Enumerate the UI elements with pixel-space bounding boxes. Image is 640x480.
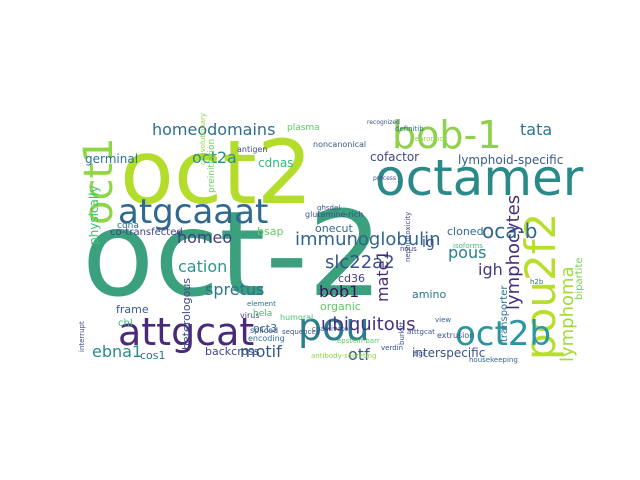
cloud-word: antibody-secreting [311, 352, 377, 360]
cloud-word: mate1 [373, 250, 392, 302]
cloud-word: ubiquitous [321, 314, 416, 335]
cloud-word: bob1 [319, 282, 359, 301]
cloud-word: convolutionary [199, 113, 207, 165]
cloud-word: oct3 [253, 322, 277, 335]
cloud-word: co-transfected [110, 227, 183, 238]
cloud-word: interspecific [412, 346, 485, 360]
cloud-word: reproduce [412, 135, 448, 143]
cloud-word: encoding [248, 334, 285, 343]
cloud-word: recognized [367, 119, 400, 126]
cloud-word: backcross [205, 345, 260, 358]
cloud-word: pou [298, 305, 369, 349]
cloud-word: otf [348, 345, 370, 364]
cloud-word: nous [400, 245, 417, 253]
cloud-word: cdna [117, 221, 139, 231]
cloud-word: lymphoma [557, 266, 578, 362]
cloud-word: preinitiation [207, 139, 217, 193]
cloud-word: frame [116, 303, 149, 316]
cloud-word: cd36 [338, 272, 365, 285]
cloud-word: immunoglobulin [295, 229, 441, 250]
cloud-word: attgcat [118, 310, 254, 354]
cloud-word: lymphocytes [503, 195, 524, 310]
cloud-word: physically [87, 185, 101, 245]
cloud-word: spliced [250, 326, 278, 335]
cloud-word: oct2b [455, 314, 551, 354]
cloud-word: lymphoid-specific [458, 153, 563, 167]
cloud-word: oct2a [192, 148, 237, 167]
cloud-word: glutamine-rich [305, 210, 363, 219]
cloud-word: nephrotoxicity [404, 212, 412, 262]
cloud-word: figi [414, 350, 425, 358]
cloud-word: virus [240, 311, 259, 320]
cloud-word: plasma [287, 123, 320, 133]
cloud-word: pou2f2 [516, 213, 565, 360]
cloud-word: hela [253, 309, 272, 319]
cloud-word: burkitt [398, 321, 406, 345]
cloud-word: oct-2 [82, 185, 383, 323]
cloud-word: isoforms [453, 242, 483, 250]
cloud-word: homeodomains [152, 120, 275, 139]
cloud-word: heterologous [180, 278, 193, 350]
cloud-word: element [247, 300, 276, 308]
cloud-word: h2b [530, 278, 544, 286]
cloud-word: oca-b [482, 219, 537, 243]
cloud-word: bipartite [574, 258, 585, 301]
cloud-word: epstein-barr [337, 337, 380, 345]
cloud-word: organic [320, 300, 361, 313]
cloud-word: sequences [282, 328, 320, 336]
cloud-word: homeo [177, 228, 232, 247]
cloud-word: oct1 [76, 137, 122, 225]
cloud-word: verdin [381, 344, 403, 352]
cloud-word: housekeeping [469, 356, 518, 364]
cloud-word: ig [422, 235, 435, 251]
cloud-word: oct2 [120, 121, 313, 224]
cloud-word: cloned [447, 225, 484, 238]
cloud-word: cation [178, 257, 227, 276]
cloud-word: ghsdel [317, 204, 340, 212]
cloud-word: octamer [375, 149, 584, 207]
cloud-word: view [435, 316, 451, 324]
cloud-word: coactivator [312, 325, 351, 333]
cloud-word: process [373, 175, 396, 182]
cloud-word: cos1 [140, 349, 166, 362]
cloud-word: antigen [237, 145, 267, 154]
cloud-word: atttgcat [407, 328, 435, 336]
cloud-word: noncanonical [313, 140, 366, 149]
cloud-word: interrupt [78, 321, 86, 352]
cloud-word: amino [412, 288, 446, 301]
cloud-word: bob-1 [392, 113, 501, 157]
cloud-word: cofactor [370, 150, 419, 164]
cloud-word: chl [118, 318, 133, 329]
cloud-word: slc22a2 [325, 252, 395, 273]
cloud-word: atgcaaat [118, 192, 268, 232]
cloud-word: extrusion [437, 331, 474, 340]
cloud-word: spretus [205, 280, 264, 299]
cloud-word: transporter [499, 285, 510, 342]
cloud-word: definitib [395, 125, 424, 133]
cloud-word: bsap [257, 225, 283, 238]
cloud-word: humoral [280, 313, 313, 322]
cloud-word: ebna1 [92, 342, 142, 361]
cloud-word: tata [520, 120, 552, 139]
cloud-word: igh [478, 260, 503, 279]
cloud-word: germinal [85, 152, 138, 166]
cloud-word: cdnas [258, 156, 293, 170]
cloud-word: motif [240, 342, 282, 361]
cloud-word: pous [448, 243, 486, 262]
cloud-word: onecut [315, 222, 353, 235]
